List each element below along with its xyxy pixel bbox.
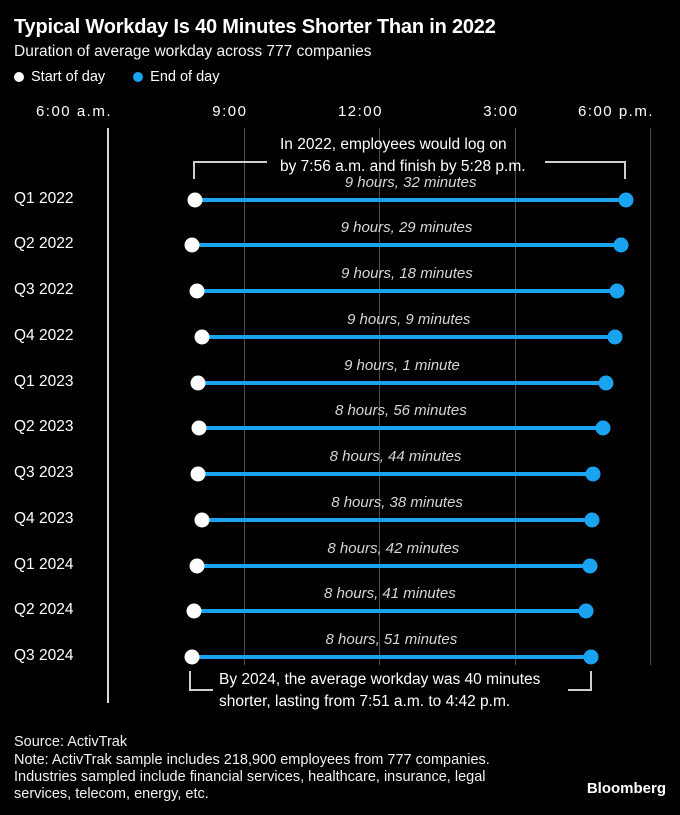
note-text-line2: Industries sampled include financial ser… xyxy=(14,769,486,785)
row-label: Q1 2024 xyxy=(14,555,74,573)
gridline xyxy=(514,128,516,665)
source-text: Source: ActivTrak xyxy=(14,734,128,750)
duration-label: 8 hours, 44 minutes xyxy=(329,448,462,465)
duration-label: 8 hours, 51 minutes xyxy=(325,631,458,648)
end-of-day-dot xyxy=(613,237,629,253)
duration-label: 9 hours, 29 minutes xyxy=(340,219,473,237)
duration-label: 8 hours, 41 minutes xyxy=(324,585,456,603)
note-text-line1: Note: ActivTrak sample includes 218,900 … xyxy=(14,752,490,768)
annotation-2024-bracket-right-horizontal xyxy=(568,689,592,691)
end-of-day-dot xyxy=(618,192,634,207)
start-of-day-dot xyxy=(184,237,200,253)
start-of-day-dot xyxy=(190,466,206,482)
row-label: Q2 2024 xyxy=(14,601,74,619)
gridline xyxy=(379,128,380,665)
annotation-2024-bracket-right-vertical xyxy=(590,671,592,691)
workday-range-line xyxy=(196,289,617,293)
row-label: Q3 2023 xyxy=(14,464,74,481)
chart-subtitle: Duration of average workday across 777 c… xyxy=(14,43,372,60)
row-label: Q3 2024 xyxy=(14,647,74,664)
row-label: Q1 2023 xyxy=(14,372,74,390)
annotation-2024-line1: By 2024, the average workday was 40 minu… xyxy=(219,671,541,688)
chart-title: Typical Workday Is 40 Minutes Shorter Th… xyxy=(14,16,496,38)
duration-label: 8 hours, 38 minutes xyxy=(331,493,463,511)
workday-range-line xyxy=(202,517,593,522)
start-of-day-dot xyxy=(186,603,202,619)
row-label: Q2 2023 xyxy=(14,418,74,436)
row-label: Q4 2023 xyxy=(14,509,74,527)
duration-label: 9 hours, 18 minutes xyxy=(340,265,473,282)
row-label: Q4 2022 xyxy=(14,326,74,344)
annotation-2022-line1: In 2022, employees would log on xyxy=(280,136,507,153)
end-of-day-dot xyxy=(582,558,598,573)
note-text-line3: services, telecom, energy, etc. xyxy=(14,786,209,802)
workday-range-line xyxy=(193,609,586,614)
start-of-day-dot xyxy=(184,649,200,665)
duration-label: 8 hours, 42 minutes xyxy=(327,539,460,557)
annotation-2024: By 2024, the average workday was 40 minu… xyxy=(219,669,540,713)
axis-tick-label: 6:00 p.m. xyxy=(577,103,654,120)
start-of-day-dot xyxy=(194,512,210,528)
gridline xyxy=(243,128,245,665)
annotation-2022-bracket-left-horizontal xyxy=(193,161,267,163)
annotation-2022-bracket-right-horizontal xyxy=(545,161,626,163)
row-label: Q2 2022 xyxy=(14,235,74,253)
legend: Start of day End of day xyxy=(14,68,237,86)
annotation-2024-line2: shorter, lasting from 7:51 a.m. to 4:42 … xyxy=(219,693,511,710)
start-of-day-dot xyxy=(187,192,203,207)
axis-tick-label: 9:00 xyxy=(212,103,248,120)
workday-range-line xyxy=(198,472,593,476)
bloomberg-logo: Bloomberg xyxy=(586,780,666,797)
legend-item-end: End of day xyxy=(133,69,219,85)
end-of-day-dot xyxy=(609,283,625,299)
workday-range-line xyxy=(195,197,626,202)
start-of-day-dot xyxy=(189,283,205,299)
annotation-2022-bracket-right-vertical xyxy=(624,161,626,179)
workday-range-line xyxy=(199,426,603,431)
annotation-2024-bracket-left-vertical xyxy=(189,671,191,691)
duration-label: 9 hours, 9 minutes xyxy=(347,310,471,328)
row-label: Q1 2022 xyxy=(14,189,74,207)
end-of-day-dot xyxy=(578,603,594,619)
annotation-2022: In 2022, employees would log on by 7:56 … xyxy=(280,134,526,178)
workday-range-line xyxy=(202,334,616,339)
end-of-day-dot xyxy=(584,512,600,528)
start-of-day-dot xyxy=(191,420,207,436)
end-of-day-dot xyxy=(585,466,601,482)
end-of-day-dot xyxy=(595,420,611,436)
gridline xyxy=(650,128,651,665)
end-of-day-dot xyxy=(583,649,599,665)
start-of-day-dot xyxy=(194,329,210,345)
start-of-day-dot xyxy=(190,375,206,390)
workday-range-line xyxy=(198,380,606,385)
legend-label-end: End of day xyxy=(150,69,220,85)
annotation-2024-bracket-left-horizontal xyxy=(189,689,213,691)
row-label: Q3 2022 xyxy=(14,281,74,298)
duration-label: 9 hours, 32 minutes xyxy=(344,173,477,191)
end-of-day-dot xyxy=(598,375,614,390)
axis-tick-label: 6:00 a.m. xyxy=(35,103,112,120)
workday-range-line xyxy=(191,655,592,659)
end-of-day-dot xyxy=(607,329,623,345)
axis-baseline xyxy=(107,128,109,703)
axis-tick-label: 12:00 xyxy=(337,103,383,120)
duration-label: 8 hours, 56 minutes xyxy=(334,402,467,420)
end-of-day-dot-icon xyxy=(133,72,144,82)
duration-label: 9 hours, 1 minute xyxy=(344,356,460,374)
start-of-day-dot xyxy=(189,558,205,573)
axis-tick-label: 3:00 xyxy=(483,103,519,120)
workday-range-line xyxy=(192,243,621,248)
annotation-2022-line2: by 7:56 a.m. and finish by 5:28 p.m. xyxy=(280,158,526,175)
legend-item-start: Start of day xyxy=(14,69,105,85)
annotation-2022-bracket-left-vertical xyxy=(193,161,195,179)
workday-range-line xyxy=(196,563,590,568)
legend-label-start: Start of day xyxy=(31,69,106,85)
start-of-day-dot-icon xyxy=(14,72,24,82)
